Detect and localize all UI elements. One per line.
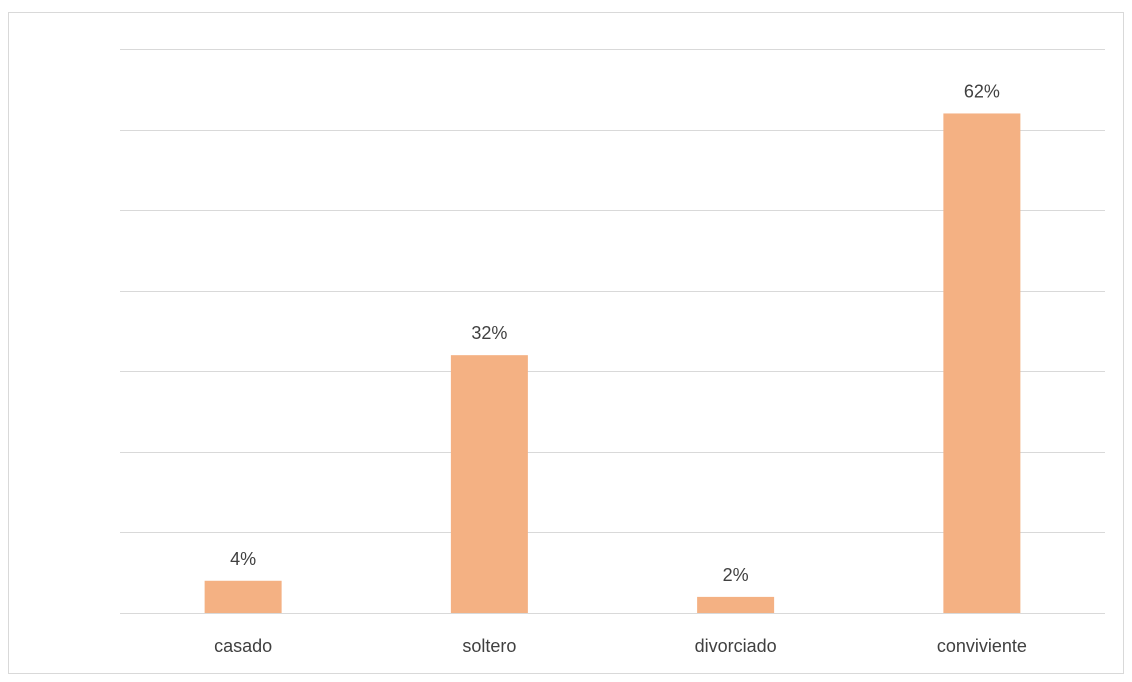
category-label-soltero: soltero bbox=[462, 636, 516, 656]
bar-casado bbox=[205, 581, 282, 613]
data-label-soltero: 32% bbox=[471, 323, 507, 343]
bars bbox=[205, 113, 1021, 613]
category-labels: casado soltero divorciado conviviente bbox=[214, 636, 1027, 656]
bar-soltero bbox=[451, 355, 528, 613]
data-labels: 4% 32% 2% 62% bbox=[230, 81, 1000, 584]
category-label-casado: casado bbox=[214, 636, 272, 656]
bar-divorciado bbox=[697, 597, 774, 613]
data-label-conviviente: 62% bbox=[964, 81, 1000, 101]
category-label-divorciado: divorciado bbox=[695, 636, 777, 656]
bar-conviviente bbox=[943, 113, 1020, 613]
category-label-conviviente: conviviente bbox=[937, 636, 1027, 656]
data-label-casado: 4% bbox=[230, 549, 256, 569]
data-label-divorciado: 2% bbox=[723, 565, 749, 585]
